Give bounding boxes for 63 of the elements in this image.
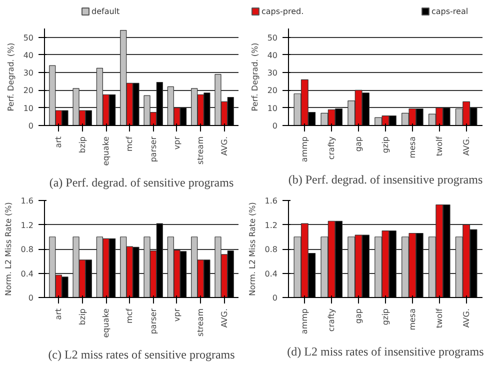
y-tick-label: 0.8 [264,245,278,254]
y-tick-label: 0 [28,122,34,130]
y-tick-label: 20 [23,86,34,96]
x-tick-label: gap [354,136,364,152]
y-axis-title: Perf. Degrad. (%) [6,42,16,112]
x-tick-label: ammp [300,136,310,162]
y-tick-label: 0 [28,294,34,302]
x-tick-label: mcf [125,308,134,324]
x-tick-label: art [54,308,64,320]
y-tick-label: 10 [267,104,278,113]
x-tick-label: AVG. [462,308,471,328]
x-tick-label: gzip [381,136,390,154]
x-tick-label: stream [196,136,206,165]
x-tick-label: mesa [408,136,417,158]
y-tick-label: 1.6 [20,196,34,206]
x-tick-label: ammp [300,308,310,334]
legend-label: default [92,7,120,16]
y-tick-label: 0.8 [20,245,34,254]
y-tick-label: 40 [267,50,278,60]
y-axis-title: Norm. L2 Miss Rate (%) [4,202,13,296]
text: (a) Perf. degrad. of sensitive programs [49,176,234,190]
x-tick-label: parser [148,136,158,162]
y-tick-label: 1.2 [20,220,34,230]
text: (b) Perf. degrad. of insensitive programs [288,172,483,186]
x-tick-label: crafty [327,136,336,160]
x-tick-label: mesa [408,308,417,330]
y-tick-label: 40 [23,50,34,60]
y-tick-label: 10 [23,104,34,113]
text: (d) L2 miss rates of insensitive programs [287,344,484,358]
x-tick-label: equake [102,308,111,338]
x-tick-label: AVG. [462,136,471,156]
y-tick-label: 20 [267,86,278,96]
x-tick-label: art [54,136,64,148]
x-tick-label: vpr [172,308,182,322]
x-tick-label: AVG. [220,136,229,156]
x-tick-label: AVG. [220,308,229,328]
x-tick-label: vpr [172,136,182,150]
text: (c) L2 miss rates of sensitive programs [48,348,236,362]
y-axis-title: Norm. L2 Miss Rate (%) [248,202,257,296]
x-tick-label: bzip [78,136,87,154]
y-tick-label: 0.4 [264,269,278,278]
y-tick-label: 1.6 [264,196,278,206]
y-tick-label: 50 [267,33,278,42]
y-axis-title: Perf. Degrad. (%) [250,42,260,112]
x-tick-label: stream [196,308,206,337]
x-tick-label: crafty [327,308,336,332]
y-tick-label: 50 [23,33,34,42]
x-tick-label: parser [148,308,158,334]
x-tick-label: twolf [434,136,444,156]
y-tick-label: 0 [272,122,278,130]
legend-label: caps-real [432,7,468,16]
y-tick-label: 30 [23,68,34,78]
x-tick-label: twolf [434,308,444,328]
y-tick-label: 0 [272,294,278,302]
x-tick-label: bzip [78,308,87,326]
y-tick-label: 30 [267,68,278,78]
x-tick-label: gzip [381,308,390,326]
y-tick-label: 0.4 [20,269,34,278]
legend-label: caps-pred. [262,7,304,16]
y-tick-label: 1.2 [264,220,278,230]
x-tick-label: equake [102,136,111,166]
x-tick-label: gap [354,308,364,324]
x-tick-label: mcf [125,136,134,152]
